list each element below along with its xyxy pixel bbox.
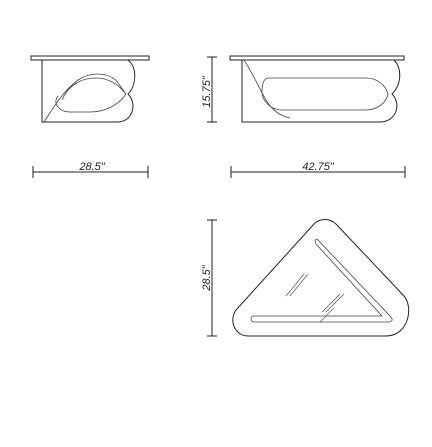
plan-base-rail bbox=[250, 238, 393, 323]
plan-depth-dimension: 28.5" bbox=[201, 219, 217, 337]
glass-reflection bbox=[285, 273, 305, 297]
plan-depth-dimension-label: 28.5" bbox=[201, 264, 213, 291]
glass-reflection bbox=[325, 293, 345, 313]
front-base-curve bbox=[243, 59, 291, 119]
front-width-dimension: 42.75" bbox=[230, 161, 406, 178]
glass-reflection bbox=[319, 307, 335, 323]
front-view bbox=[229, 55, 405, 123]
front-width-dimension-label: 42.75" bbox=[302, 161, 335, 173]
side-base-inner bbox=[61, 77, 125, 101]
height-dimension: 15.75" bbox=[201, 56, 217, 123]
front-glass-top bbox=[229, 55, 405, 61]
side-view bbox=[30, 55, 150, 123]
side-base-curve bbox=[43, 73, 127, 123]
front-base-outline bbox=[241, 59, 401, 123]
glass-reflection bbox=[289, 273, 309, 297]
side-base-outline bbox=[41, 59, 136, 123]
glass-reflection bbox=[321, 293, 341, 313]
front-base-loop bbox=[261, 77, 389, 111]
plan-view bbox=[232, 219, 410, 337]
side-width-dimension: 28.5" bbox=[32, 161, 149, 178]
side-glass-top bbox=[30, 55, 150, 61]
plan-glass-top bbox=[232, 219, 410, 337]
side-width-dimension-label: 28.5" bbox=[78, 161, 105, 173]
height-dimension-label: 15.75" bbox=[201, 75, 213, 108]
